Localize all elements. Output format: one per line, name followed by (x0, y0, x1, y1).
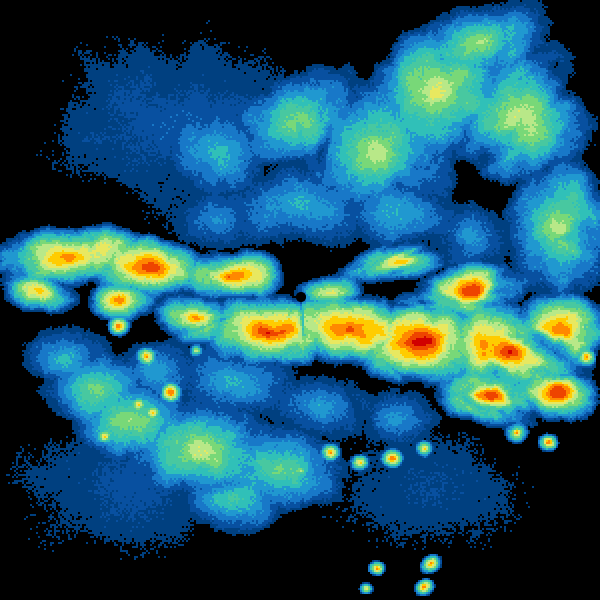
radar-reflectivity-canvas (0, 0, 600, 600)
radar-image-viewport (0, 0, 600, 600)
